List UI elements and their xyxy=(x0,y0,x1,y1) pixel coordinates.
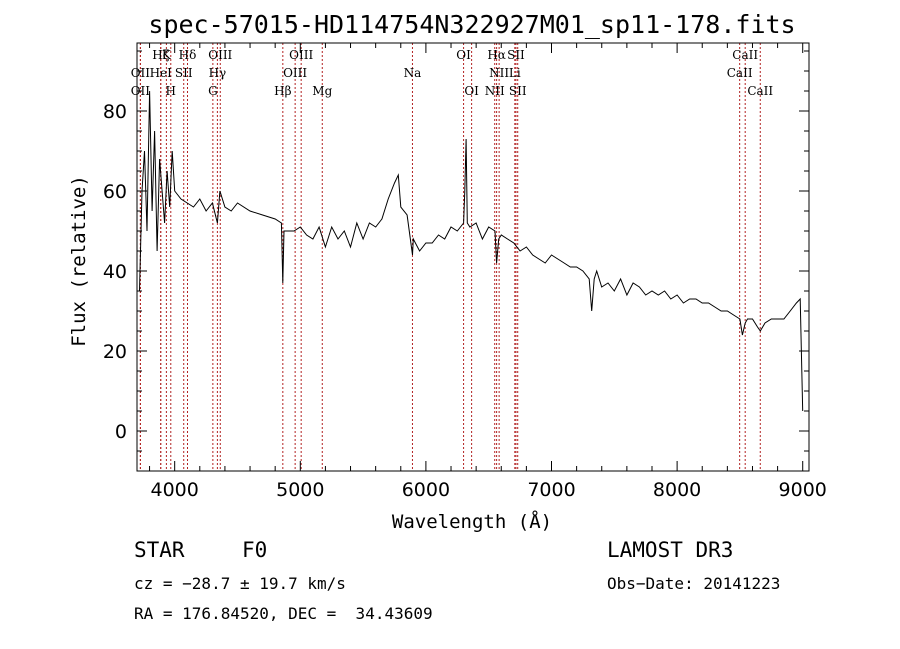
x-tick-label-5000: 5000 xyxy=(276,479,324,501)
y-tick-label-60: 60 xyxy=(103,181,127,203)
line-label-17: CaII xyxy=(727,66,753,80)
survey-label: LAMOST DR3 xyxy=(607,538,734,562)
line-label-19: H xyxy=(166,84,176,98)
line-label-10: HeI xyxy=(150,66,173,80)
line-label-6: Hα xyxy=(487,48,506,62)
line-label-5: OI xyxy=(456,48,471,62)
line-label-16: Li xyxy=(509,66,521,80)
x-tick-label-8000: 8000 xyxy=(653,479,701,501)
line-label-12: Hγ xyxy=(209,66,227,80)
redshift-velocity: cz = −28.7 ± 19.7 km/s xyxy=(134,574,346,593)
y-tick-label-80: 80 xyxy=(103,101,127,123)
line-label-0: Hζ xyxy=(152,48,169,62)
line-label-13: OIII xyxy=(283,66,307,80)
line-label-2: Hδ xyxy=(179,48,197,62)
x-tick-label-9000: 9000 xyxy=(779,479,827,501)
x-tick-label-7000: 7000 xyxy=(527,479,575,501)
x-tick-label-4000: 4000 xyxy=(151,479,199,501)
plot-frame xyxy=(136,42,810,472)
y-tick-label-40: 40 xyxy=(103,261,127,283)
line-label-26: CaII xyxy=(747,84,773,98)
line-label-22: Mg xyxy=(312,84,332,98)
line-label-3: OIII xyxy=(208,48,232,62)
line-label-20: G xyxy=(208,84,218,98)
y-tick-label-20: 20 xyxy=(103,341,127,363)
object-class: STAR xyxy=(134,538,185,562)
y-axis-label: Flux (relative) xyxy=(68,175,90,347)
line-label-9: OII xyxy=(131,66,151,80)
line-label-15: NII xyxy=(489,66,509,80)
line-label-23: OI xyxy=(464,84,479,98)
line-label-4: OIII xyxy=(289,48,313,62)
line-label-14: Na xyxy=(404,66,422,80)
line-label-11: SII xyxy=(175,66,193,80)
y-tick-label-0: 0 xyxy=(115,421,127,443)
line-label-8: CaII xyxy=(732,48,758,62)
x-axis-label: Wavelength (Å) xyxy=(392,510,552,533)
line-label-21: Hβ xyxy=(274,84,291,98)
ra-dec-coordinates: RA = 176.84520, DEC = 34.43609 xyxy=(134,604,433,623)
line-label-25: SII xyxy=(509,84,527,98)
line-label-7: SII xyxy=(507,48,525,62)
line-label-1: K xyxy=(162,48,172,62)
x-tick-label-6000: 6000 xyxy=(402,479,450,501)
object-subclass: F0 xyxy=(242,538,268,562)
spectrum-line-flux xyxy=(139,90,804,412)
chart-title: spec-57015-HD114754N322927M01_sp11-178.f… xyxy=(148,10,795,39)
line-label-24: NII xyxy=(485,84,505,98)
observation-date: Obs−Date: 20141223 xyxy=(607,574,781,593)
